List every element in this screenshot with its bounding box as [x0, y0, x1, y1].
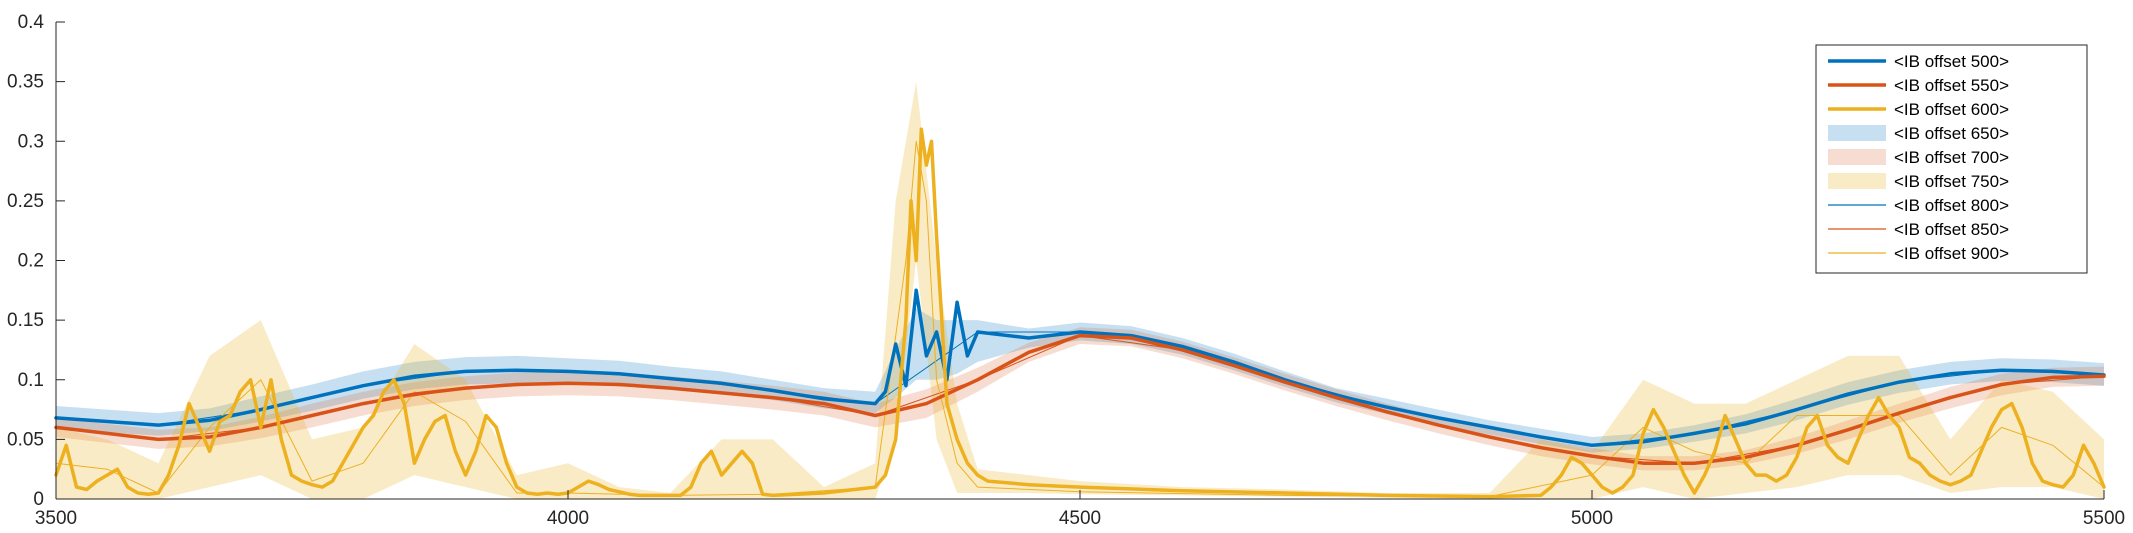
- legend-label-ib-offset-550: <IB offset 550>: [1894, 76, 2009, 95]
- legend-label-ib-offset-800: <IB offset 800>: [1894, 196, 2009, 215]
- y-tick-label-0: 0: [33, 489, 44, 510]
- line-layer: [54, 127, 2106, 499]
- legend-label-ib-offset-750: <IB offset 750>: [1894, 172, 2009, 191]
- y-tick-label-0.25: 0.25: [7, 191, 44, 212]
- legend-label-ib-offset-650: <IB offset 650>: [1894, 124, 2009, 143]
- band-ib-offset-750: [56, 81, 2104, 499]
- y-tick-label-0.2: 0.2: [18, 251, 44, 272]
- legend-label-ib-offset-900: <IB offset 900>: [1894, 244, 2009, 263]
- x-tick-label-3500: 3500: [35, 508, 77, 529]
- y-tick-label-0.35: 0.35: [7, 72, 44, 93]
- legend-label-ib-offset-700: <IB offset 700>: [1894, 148, 2009, 167]
- band-ib-offset-700: [56, 327, 2104, 471]
- legend-swatch-ib-offset-650: [1828, 125, 1886, 141]
- y-tick-label-0.15: 0.15: [7, 310, 44, 331]
- x-tick-label-5500: 5500: [2083, 508, 2125, 529]
- y-tick-label-0.1: 0.1: [18, 370, 44, 391]
- x-tick-label-5000: 5000: [1571, 508, 1613, 529]
- legend-label-ib-offset-850: <IB offset 850>: [1894, 220, 2009, 239]
- x-tick-label-4500: 4500: [1059, 508, 1101, 529]
- legend: <IB offset 500> <IB offset 550> <IB offset…: [1815, 44, 2088, 274]
- legend-swatch-ib-offset-700: [1828, 149, 1886, 165]
- y-tick-label-0.4: 0.4: [18, 12, 45, 33]
- y-tick-label-0.05: 0.05: [7, 429, 44, 450]
- legend-label-ib-offset-600: <IB offset 600>: [1894, 100, 2009, 119]
- band-layer: [56, 81, 2104, 499]
- line-ib-offset-600: [54, 127, 2106, 499]
- x-tick-label-4000: 4000: [547, 508, 589, 529]
- y-tick-label-0.3: 0.3: [18, 131, 44, 152]
- legend-label-ib-offset-500: <IB offset 500>: [1894, 52, 2009, 71]
- axes: 3500 4000 4500 5000 5500 0 0.05 0.1 0.15 0.2 0.25 0…: [7, 12, 2125, 529]
- legend-swatch-ib-offset-750: [1828, 173, 1886, 189]
- legend-box: [1815, 44, 2088, 274]
